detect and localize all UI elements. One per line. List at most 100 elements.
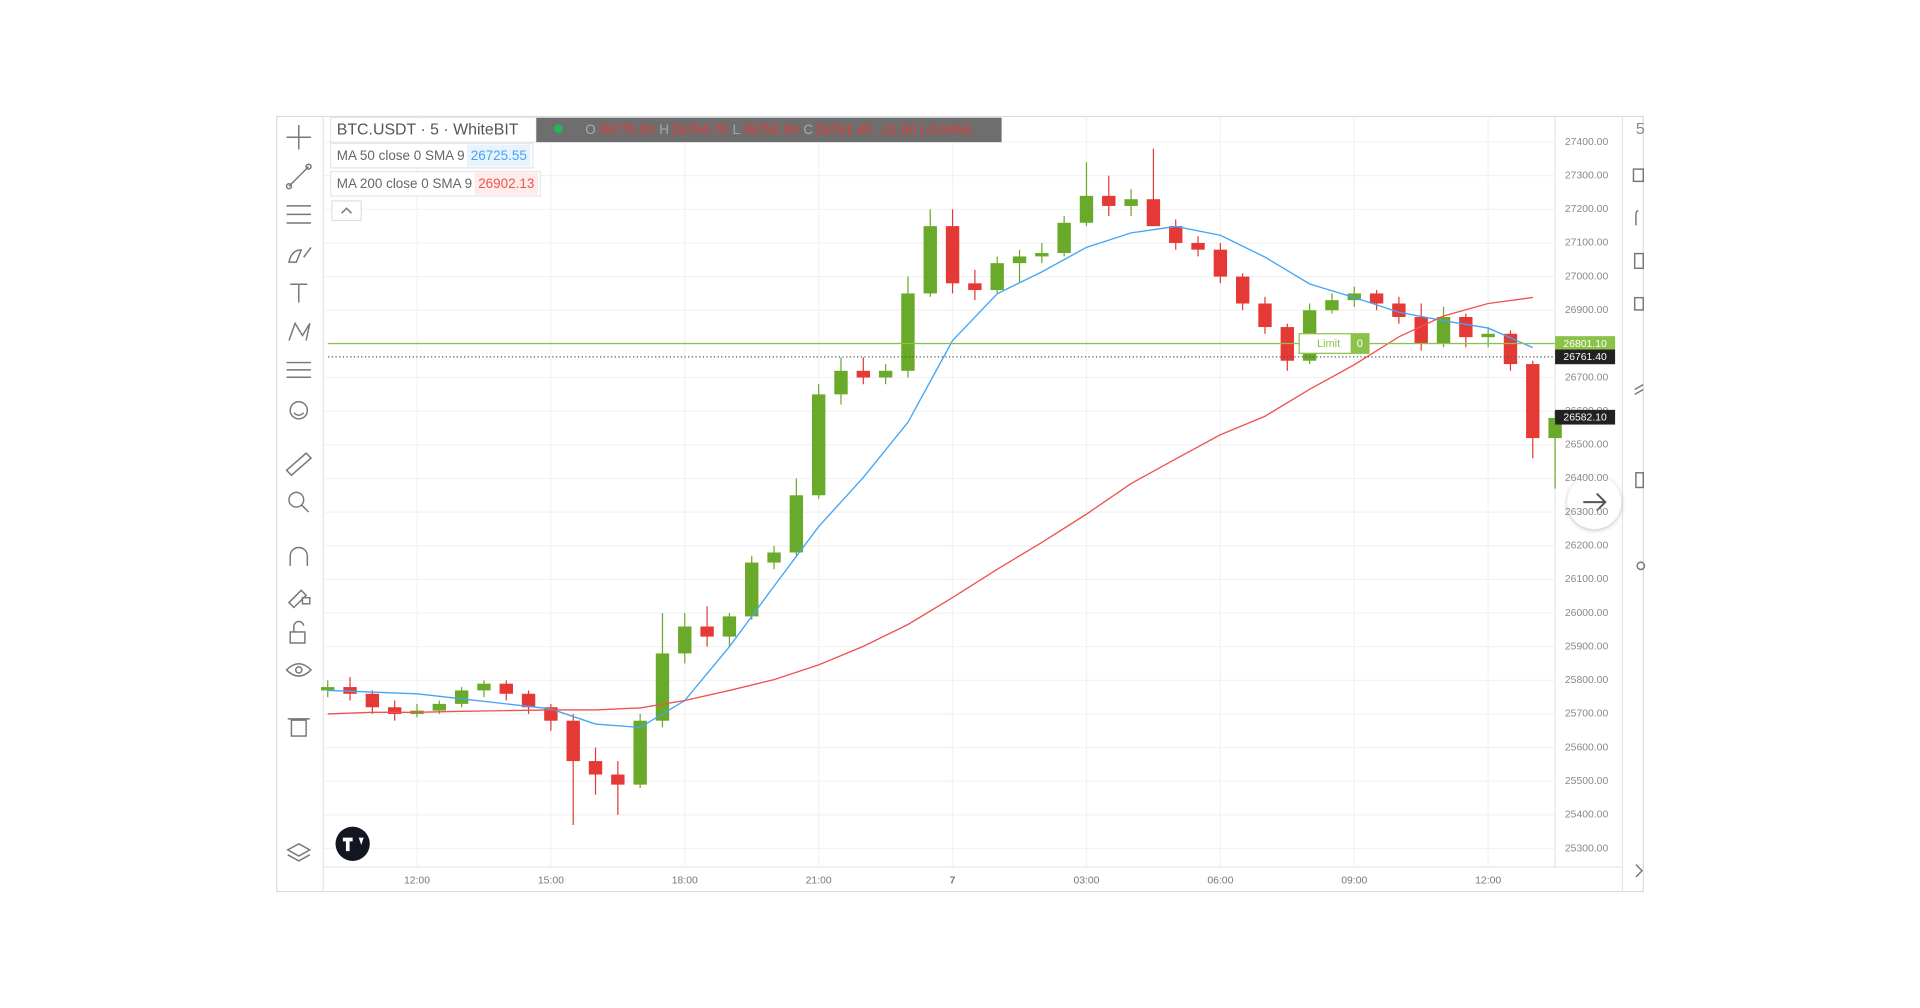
- price-tag: [1555, 336, 1616, 351]
- fib-tool[interactable]: [286, 205, 312, 224]
- delete-tool[interactable]: [287, 718, 310, 737]
- right-tool[interactable]: [1633, 252, 1644, 270]
- candle: [968, 269, 982, 301]
- candle-body: [856, 370, 871, 378]
- y-tick-label: 25900.00: [1565, 641, 1609, 652]
- candle-body: [878, 370, 893, 378]
- candle-body: [1169, 226, 1183, 243]
- candle-body: [1369, 293, 1384, 304]
- candle-body: [1012, 256, 1027, 264]
- draw-mode-tool[interactable]: [287, 589, 311, 609]
- candle-body: [1526, 364, 1540, 439]
- price-tag-label: 26761.40: [1563, 352, 1607, 363]
- text-tool[interactable]: [290, 283, 308, 303]
- candle: [1057, 216, 1071, 257]
- candle-body: [1235, 276, 1250, 304]
- candle-body: [923, 226, 937, 294]
- candle: [343, 676, 357, 701]
- candle-body: [521, 693, 536, 708]
- x-tick-label: 06:00: [1207, 875, 1233, 886]
- candle: [745, 555, 759, 620]
- layers-tool[interactable]: [286, 842, 312, 862]
- candle-body: [1191, 242, 1205, 250]
- x-tick-label: 18:00: [672, 875, 698, 886]
- y-tick-label: 25600.00: [1565, 742, 1609, 753]
- candle: [321, 680, 335, 698]
- scroll-right-button[interactable]: [1567, 475, 1622, 530]
- visibility-tool[interactable]: [285, 663, 313, 677]
- right-tool[interactable]: [1633, 296, 1644, 311]
- collapse-button[interactable]: [331, 200, 362, 222]
- x-tick-label: 12:00: [404, 875, 430, 886]
- emoji-tool[interactable]: [289, 401, 309, 420]
- candle-body: [901, 293, 915, 371]
- y-tick-label: 27200.00: [1565, 204, 1609, 215]
- pattern-tool[interactable]: [288, 321, 311, 341]
- ohlc-change: -11.60 (-0.04%): [879, 122, 971, 137]
- candle-body: [968, 283, 982, 291]
- candle: [700, 606, 714, 647]
- right-tool[interactable]: [1634, 383, 1644, 396]
- zoom-tool[interactable]: [288, 491, 310, 513]
- y-tick-label: 26100.00: [1565, 574, 1609, 585]
- symbol-box: [330, 117, 537, 143]
- candle: [1169, 219, 1183, 250]
- candle-body: [499, 683, 513, 694]
- ruler-tool[interactable]: [285, 452, 313, 477]
- y-tick-label: 26700.00: [1565, 372, 1609, 383]
- ohlc-value: 26761.40: [816, 122, 872, 137]
- candle-body: [1436, 316, 1451, 344]
- candle: [1369, 290, 1384, 311]
- candle-body: [1124, 199, 1138, 206]
- prediction-tool[interactable]: [286, 361, 312, 379]
- trendline-tool[interactable]: [285, 163, 312, 190]
- ohlc-letter: L: [732, 122, 740, 137]
- candle-body: [678, 626, 692, 654]
- candle: [1325, 293, 1339, 314]
- candle: [767, 545, 781, 570]
- lock-tool[interactable]: [289, 620, 306, 644]
- right-tool[interactable]: [1635, 864, 1644, 878]
- candle: [611, 761, 625, 815]
- order-kind: Limit: [1317, 338, 1340, 350]
- brush-tool[interactable]: [288, 247, 312, 263]
- ma-value-bg: [467, 144, 531, 167]
- candle-body: [1392, 303, 1406, 317]
- price-tag-label: 26801.10: [1563, 339, 1607, 350]
- candle: [499, 680, 513, 701]
- candle: [365, 690, 380, 714]
- tradingview-logo[interactable]: [335, 826, 370, 861]
- magnet-tool[interactable]: [289, 546, 309, 566]
- candle-body: [767, 552, 781, 563]
- candle-body: [1213, 249, 1228, 277]
- right-tool[interactable]: [1635, 210, 1639, 226]
- candle: [1102, 175, 1116, 217]
- candle-body: [477, 683, 491, 691]
- y-tick-label: 27300.00: [1565, 170, 1609, 181]
- candle: [477, 680, 491, 698]
- y-tick-label: 25700.00: [1565, 709, 1609, 720]
- right-tool[interactable]: [1635, 472, 1644, 489]
- candle-body: [321, 687, 335, 691]
- price-tag: [1555, 349, 1616, 365]
- candle: [1191, 236, 1205, 257]
- y-tick-label: 26000.00: [1565, 608, 1609, 619]
- y-tick-label: 27000.00: [1565, 271, 1609, 282]
- ma-line: [327, 296, 1533, 715]
- order-qty-box: [1350, 333, 1369, 354]
- candle-body: [1503, 333, 1518, 365]
- crosshair-tool[interactable]: [286, 125, 312, 150]
- status-dot: [554, 124, 563, 133]
- candle-body: [1057, 222, 1071, 254]
- candle-body: [1459, 316, 1473, 338]
- y-tick-label: 26300.00: [1565, 507, 1609, 518]
- right-tool[interactable]: [1632, 168, 1645, 183]
- y-tick-label: 26900.00: [1565, 305, 1609, 316]
- candle-body: [432, 703, 447, 711]
- ohlc-box: [536, 117, 1002, 143]
- right-tool[interactable]: [1636, 561, 1646, 571]
- candle: [387, 700, 402, 721]
- candle: [1035, 242, 1049, 264]
- order-quantity: 0: [1357, 338, 1363, 350]
